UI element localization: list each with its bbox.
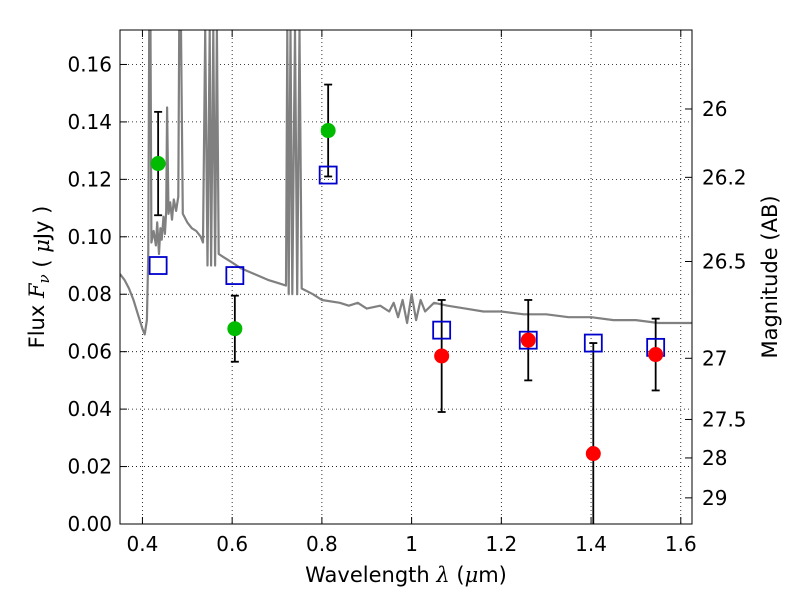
observed-flux-point	[648, 347, 664, 363]
x-tick-label: 1.6	[665, 532, 697, 556]
y-tick-label: 0.02	[67, 455, 112, 479]
x-tick-label: 0.6	[216, 532, 248, 556]
observed-flux-point	[150, 156, 166, 172]
plot-area	[120, 30, 692, 524]
model-flux-square	[318, 165, 338, 185]
y-tick-label: 0.16	[67, 52, 112, 76]
observed-flux-point	[227, 321, 243, 337]
model-flux-square	[148, 256, 168, 275]
right-tick-label: 27.5	[702, 407, 747, 431]
y-tick-label: 0.12	[67, 167, 112, 191]
model-flux-square	[225, 266, 245, 285]
y-tick-label: 0.00	[67, 512, 112, 536]
y-tick-label: 0.08	[67, 282, 112, 306]
y-tick-label: 0.06	[67, 340, 112, 364]
right-tick-label: 26	[702, 97, 727, 121]
spectrum-line	[120, 30, 692, 336]
observed-flux-point	[434, 348, 450, 364]
right-tick-label: 27	[702, 346, 727, 370]
y-tick-label: 0.04	[67, 397, 112, 421]
x-tick-label: 0.8	[306, 532, 338, 556]
x-tick-label: 1	[405, 532, 418, 556]
x-axis-label: Wavelength λ (μm)	[305, 563, 507, 587]
y-tick-label: 0.10	[67, 225, 112, 249]
axes-frame	[119, 29, 693, 525]
x-tick-label: 0.4	[127, 532, 159, 556]
right-tick-label: 26.5	[702, 249, 747, 273]
observed-flux-point	[320, 123, 336, 139]
model-flux-square	[583, 333, 603, 353]
model-flux-square	[518, 330, 538, 350]
right-tick-label: 29	[702, 486, 727, 510]
right-tick-label: 28	[702, 446, 727, 470]
model-flux-square	[432, 320, 452, 340]
y-axis-label: Flux Fν ( μJy )	[25, 206, 54, 349]
y-axis-right-label: Magnitude (AB)	[758, 195, 782, 358]
x-tick-label: 1.2	[485, 532, 517, 556]
observed-flux-point	[520, 332, 536, 348]
axis-ticks: 0.4 0.6 0.8 1 1.2 1.4 1.6 0.00 0.02 0.04 0.06 0.08 0…	[67, 30, 747, 556]
x-tick-label: 1.4	[575, 532, 607, 556]
y-tick-label: 0.14	[67, 110, 112, 134]
observed-flux-point	[585, 446, 601, 462]
right-tick-label: 26.2	[702, 165, 747, 189]
